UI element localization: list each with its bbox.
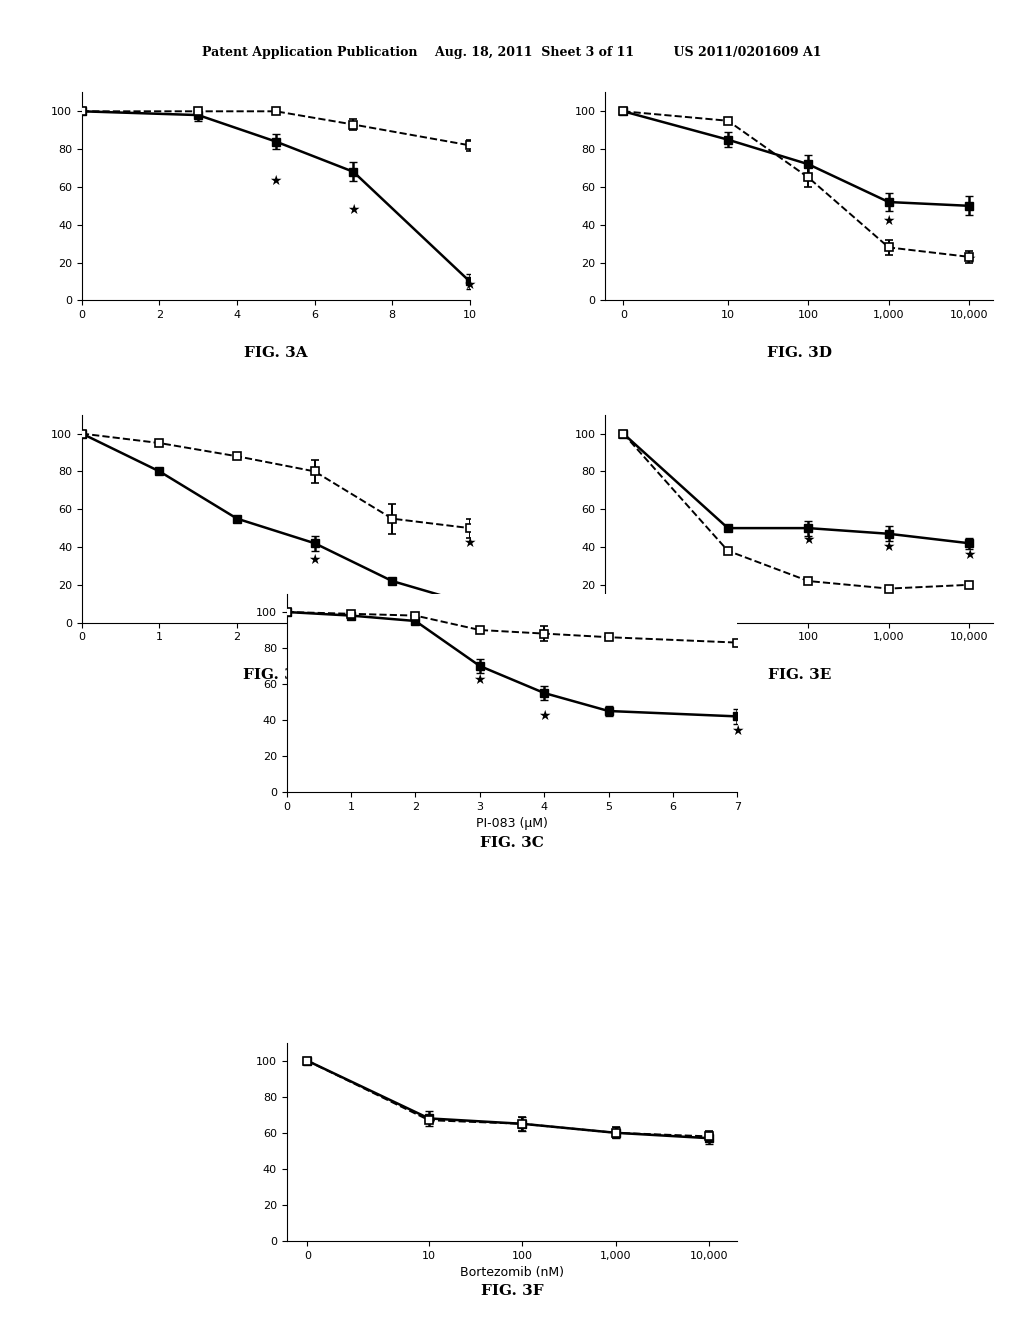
Text: ★: ★ bbox=[963, 252, 975, 265]
X-axis label: Bortezomib (nM): Bortezomib (nM) bbox=[460, 1266, 564, 1279]
Text: ★: ★ bbox=[269, 174, 282, 189]
Text: FIG. 3E: FIG. 3E bbox=[768, 668, 831, 682]
Text: ★: ★ bbox=[473, 673, 486, 688]
Text: ★: ★ bbox=[963, 548, 975, 561]
X-axis label: PI-083 (μM): PI-083 (μM) bbox=[476, 817, 548, 830]
Text: ★: ★ bbox=[464, 536, 476, 550]
Text: FIG. 3D: FIG. 3D bbox=[767, 346, 831, 360]
Text: ★: ★ bbox=[347, 202, 359, 216]
Text: Patent Application Publication    Aug. 18, 2011  Sheet 3 of 11         US 2011/0: Patent Application Publication Aug. 18, … bbox=[203, 46, 821, 59]
Text: ★: ★ bbox=[538, 709, 551, 723]
Text: FIG. 3B: FIG. 3B bbox=[244, 668, 308, 682]
Text: ★: ★ bbox=[308, 553, 321, 568]
Text: FIG. 3A: FIG. 3A bbox=[244, 346, 307, 360]
Text: ★: ★ bbox=[883, 540, 895, 554]
Text: ★: ★ bbox=[883, 214, 895, 228]
Text: ★: ★ bbox=[731, 723, 743, 738]
Text: FIG. 3C: FIG. 3C bbox=[480, 836, 544, 850]
Text: FIG. 3F: FIG. 3F bbox=[480, 1284, 544, 1299]
Text: ★: ★ bbox=[464, 279, 476, 292]
Text: ★: ★ bbox=[802, 532, 814, 546]
